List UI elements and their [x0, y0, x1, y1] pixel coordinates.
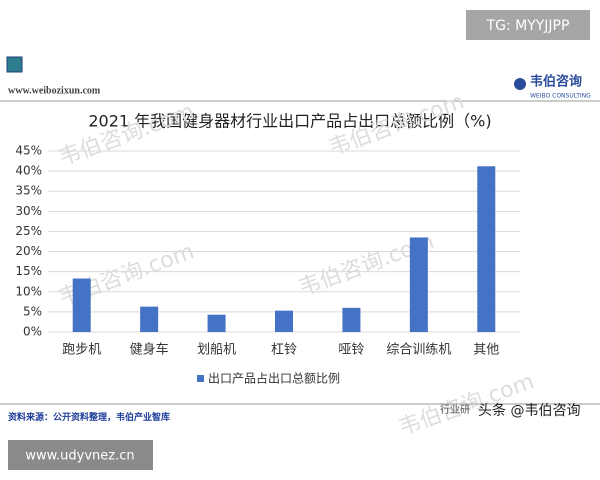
- url: www.weibozixun.com: [8, 85, 101, 96]
- x-tick-label: 其他: [473, 343, 499, 358]
- x-tick-label: 健身车: [130, 342, 169, 358]
- y-tick-label: 20%: [15, 244, 42, 258]
- legend-label: 出口产品占出口总额比例: [208, 371, 340, 386]
- logo-cn: 韦伯咨询: [530, 74, 582, 90]
- plot: 0% 5% 10% 15% 20% 25% 30% 35% 40% 45% 出口产品占出口总额比例 跑…: [15, 144, 520, 386]
- y-tick-label: 35%: [15, 184, 42, 198]
- y-tick-label: 40%: [15, 164, 42, 178]
- tag-box: [466, 10, 590, 40]
- y-tick-label: 45%: [15, 144, 42, 158]
- chart-title: 2021 年我国健身器材行业出口产品占出口总额比例（%): [88, 112, 491, 131]
- y-tick-label: 10%: [15, 284, 42, 298]
- y-tick-label: 25%: [15, 224, 42, 238]
- x-tick-label: 杠铃: [271, 342, 297, 358]
- x-tick-label: 哑铃: [338, 343, 364, 358]
- y-tick-label: 5%: [23, 304, 42, 318]
- site: www.udyvnez.cn: [25, 449, 134, 464]
- logo-en: WEIBO CONSULTING: [530, 93, 591, 100]
- bar: [477, 166, 496, 332]
- logo-mark: [514, 78, 526, 90]
- tag: TG: MYYJJPP: [486, 18, 570, 34]
- x-tick-label: 综合训练机: [386, 343, 451, 358]
- site-box: [8, 440, 153, 470]
- bar: [72, 278, 91, 332]
- toutiao-mark: 头条 @韦伯咨询: [478, 402, 580, 419]
- x-tick-label: 划船机: [197, 343, 236, 358]
- bar: [140, 306, 159, 332]
- bar: [275, 310, 293, 332]
- y-tick-label: 0%: [23, 325, 42, 339]
- legend-swatch: [197, 375, 204, 382]
- x-tick-label: 跑步机: [62, 343, 101, 358]
- footer-right: 行业研: [440, 403, 470, 416]
- y-tick-label: 15%: [15, 264, 42, 278]
- y-tick-label: 30%: [15, 204, 42, 218]
- source: 资料来源：公开资料整理，韦伯产业智库: [8, 411, 170, 422]
- bar: [342, 307, 361, 332]
- bar: [207, 314, 226, 332]
- icon: [6, 56, 23, 73]
- bar: [409, 237, 428, 332]
